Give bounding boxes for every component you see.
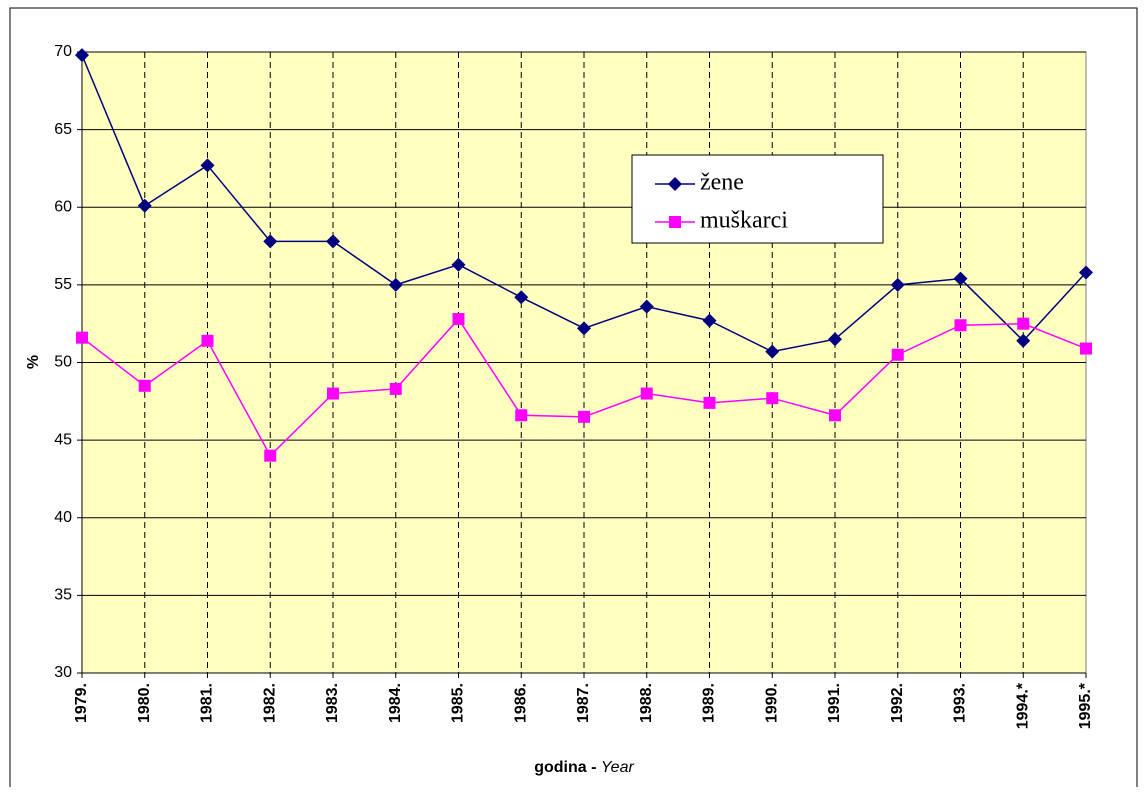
x-tick-label: 1995.* [1077,682,1094,729]
point [1017,317,1030,330]
y-tick-label: 40 [54,509,72,526]
x-axis-label: godina - Year [534,759,634,776]
y-axis-label: % [25,355,42,369]
x-tick-label: 1986. [512,683,529,723]
point [326,234,340,249]
x-tick-label: 1983. [324,683,341,723]
point [954,319,967,332]
x-tick-label: 1982. [261,683,278,723]
x-tick-label: 1984. [387,683,404,723]
point [264,449,277,462]
point [766,392,779,405]
point [891,348,904,361]
point [515,409,528,422]
x-tick-label: 1988. [638,683,655,723]
x-tick-label: 1991. [826,683,843,723]
point [451,257,466,272]
point [577,321,591,336]
point [201,334,214,347]
point [137,198,152,213]
x-tick-label: 1985. [450,683,467,723]
point [703,396,716,409]
x-tick-label: 1990. [763,683,780,723]
y-tick-label: 70 [54,43,72,60]
legend-label: žene [700,170,744,196]
y-tick-label: 50 [54,354,72,371]
legend-label: muškarci [700,208,788,234]
point [1016,333,1031,348]
x-tick-label: 1979. [73,683,90,723]
y-tick-label: 55 [54,276,72,293]
x-tick-label: 1987. [575,683,592,723]
point [75,48,89,63]
point [1080,342,1092,355]
point [76,331,88,344]
point [828,332,842,347]
point [263,234,278,249]
point [388,277,403,292]
point [639,299,654,314]
point [138,379,151,392]
y-tick-label: 30 [54,664,72,681]
x-tick-label: 1989. [701,683,718,723]
point [578,410,590,423]
point [327,387,339,400]
point [514,290,529,305]
point [1079,265,1093,280]
x-tick-label: 1992. [889,683,906,723]
point [452,313,465,326]
point [640,387,653,400]
point [389,382,402,395]
y-tick-label: 60 [54,198,72,215]
x-axis-label-main: godina - [534,759,596,776]
x-axis-label-en: Year [601,759,635,776]
x-tick-label: 1980. [136,683,153,723]
y-tick-label: 35 [54,587,72,604]
point [200,158,215,173]
point [890,277,905,292]
point [953,271,968,286]
x-tick-label: 1993. [952,683,969,723]
legend-box [631,154,884,244]
x-tick-label: 1981. [199,683,216,723]
point [829,409,841,422]
point [702,313,717,328]
y-tick-label: 65 [54,121,72,138]
legend: žene muškarci [631,154,884,244]
point [765,344,780,359]
y-tick-label: 45 [54,431,72,448]
point [668,177,682,191]
x-tick-label: 1994.* [1014,682,1031,729]
point [669,216,681,228]
